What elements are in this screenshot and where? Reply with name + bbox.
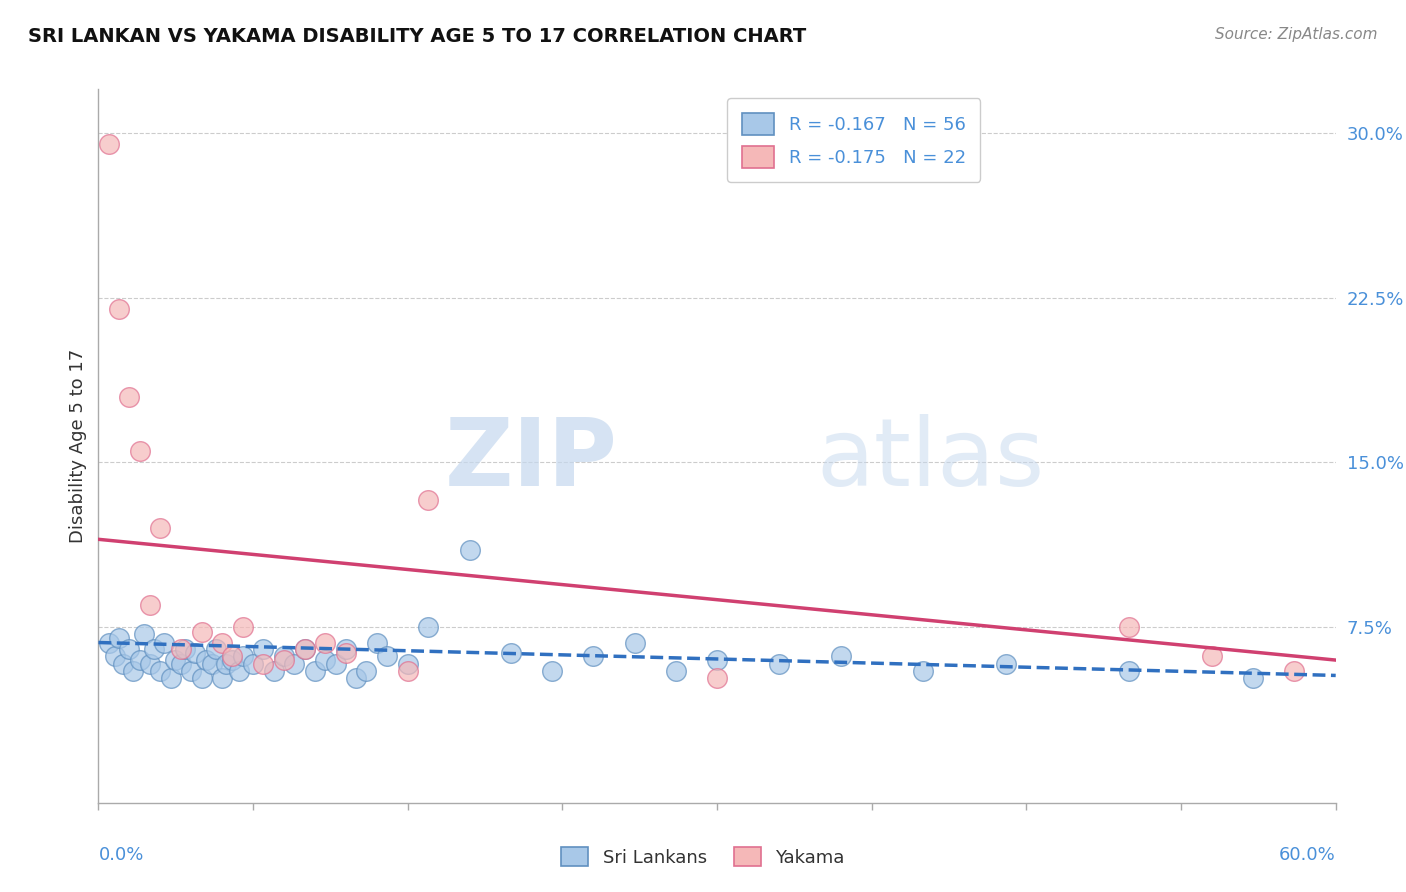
- Point: [294, 642, 316, 657]
- Point: [128, 444, 150, 458]
- Point: [149, 521, 172, 535]
- Point: [104, 648, 127, 663]
- Point: [396, 664, 419, 678]
- Point: [221, 653, 243, 667]
- Point: [294, 642, 316, 657]
- Point: [375, 648, 398, 663]
- Point: [184, 647, 207, 661]
- Point: [205, 642, 228, 657]
- Point: [159, 671, 181, 685]
- Point: [541, 664, 564, 678]
- Point: [97, 635, 120, 649]
- Y-axis label: Disability Age 5 to 17: Disability Age 5 to 17: [69, 349, 87, 543]
- Point: [314, 653, 336, 667]
- Point: [356, 664, 378, 678]
- Legend: R = -0.167   N = 56, R = -0.175   N = 22: R = -0.167 N = 56, R = -0.175 N = 22: [727, 98, 980, 182]
- Point: [665, 664, 688, 678]
- Point: [112, 657, 135, 672]
- Point: [994, 657, 1017, 672]
- Point: [97, 137, 120, 152]
- Point: [623, 635, 645, 649]
- Point: [768, 657, 790, 672]
- Point: [252, 657, 274, 672]
- Point: [499, 647, 522, 661]
- Point: [180, 664, 202, 678]
- Point: [396, 657, 419, 672]
- Point: [122, 664, 145, 678]
- Point: [335, 642, 357, 657]
- Point: [174, 642, 197, 657]
- Point: [118, 642, 141, 657]
- Text: Source: ZipAtlas.com: Source: ZipAtlas.com: [1215, 27, 1378, 42]
- Text: 60.0%: 60.0%: [1279, 846, 1336, 863]
- Point: [118, 390, 141, 404]
- Point: [273, 648, 295, 663]
- Point: [170, 642, 193, 657]
- Point: [366, 635, 388, 649]
- Point: [582, 648, 605, 663]
- Point: [201, 657, 224, 672]
- Point: [139, 657, 162, 672]
- Point: [221, 648, 243, 663]
- Point: [108, 301, 131, 316]
- Point: [153, 635, 176, 649]
- Point: [149, 664, 172, 678]
- Point: [194, 653, 217, 667]
- Point: [706, 671, 728, 685]
- Point: [211, 671, 233, 685]
- Point: [344, 671, 367, 685]
- Text: ZIP: ZIP: [446, 414, 619, 507]
- Point: [458, 543, 481, 558]
- Text: 0.0%: 0.0%: [98, 846, 143, 863]
- Text: SRI LANKAN VS YAKAMA DISABILITY AGE 5 TO 17 CORRELATION CHART: SRI LANKAN VS YAKAMA DISABILITY AGE 5 TO…: [28, 27, 807, 45]
- Point: [163, 653, 186, 667]
- Point: [228, 664, 250, 678]
- Point: [128, 653, 150, 667]
- Point: [211, 635, 233, 649]
- Point: [1241, 671, 1264, 685]
- Point: [1201, 648, 1223, 663]
- Point: [190, 624, 212, 639]
- Point: [139, 598, 162, 612]
- Point: [283, 657, 305, 672]
- Legend: Sri Lankans, Yakama: Sri Lankans, Yakama: [554, 840, 852, 874]
- Point: [830, 648, 852, 663]
- Point: [190, 671, 212, 685]
- Point: [232, 648, 254, 663]
- Point: [314, 635, 336, 649]
- Point: [706, 653, 728, 667]
- Text: atlas: atlas: [815, 414, 1045, 507]
- Point: [263, 664, 285, 678]
- Point: [273, 653, 295, 667]
- Point: [1118, 664, 1140, 678]
- Point: [335, 647, 357, 661]
- Point: [143, 642, 166, 657]
- Point: [1284, 664, 1306, 678]
- Point: [108, 631, 131, 645]
- Point: [325, 657, 347, 672]
- Point: [132, 626, 155, 640]
- Point: [242, 657, 264, 672]
- Point: [418, 620, 440, 634]
- Point: [304, 664, 326, 678]
- Point: [252, 642, 274, 657]
- Point: [418, 492, 440, 507]
- Point: [1118, 620, 1140, 634]
- Point: [912, 664, 935, 678]
- Point: [215, 657, 238, 672]
- Point: [232, 620, 254, 634]
- Point: [170, 657, 193, 672]
